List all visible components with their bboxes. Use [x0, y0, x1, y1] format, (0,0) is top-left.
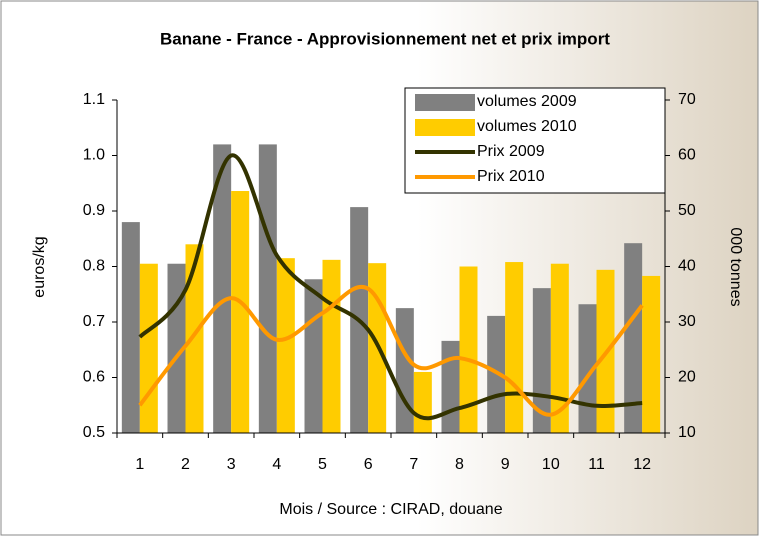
- bar: [642, 275, 661, 433]
- y-tick-label: 0.8: [83, 258, 105, 275]
- bar: [304, 279, 323, 433]
- bar: [505, 262, 524, 433]
- line: [138, 284, 644, 417]
- x-axis-label: Mois / Source : CIRAD, douane: [279, 501, 502, 518]
- x-tick-label: 11: [588, 456, 605, 473]
- x-tick-label: 8: [455, 456, 464, 473]
- bar: [624, 243, 643, 433]
- y2-tick-label: 40: [678, 258, 696, 275]
- x-tick-label: 1: [135, 456, 144, 473]
- y-tick-label: 1.0: [83, 147, 105, 164]
- bar: [185, 244, 204, 433]
- y-axis-label: euros/kg: [31, 236, 48, 297]
- bar: [139, 263, 158, 433]
- y2-tick-label: 30: [678, 313, 696, 330]
- x-tick-label: 3: [227, 456, 236, 473]
- x-tick-label: 7: [409, 456, 418, 473]
- bar: [231, 191, 250, 433]
- y-tick-label: 0.5: [83, 424, 105, 441]
- bar: [121, 222, 140, 433]
- x-tick-label: 2: [181, 456, 190, 473]
- x-tick-label: 10: [542, 456, 560, 473]
- bar: [413, 371, 432, 433]
- chart-title: Banane - France - Approvisionnement net …: [160, 29, 610, 48]
- bar: [258, 144, 277, 433]
- y2-tick-label: 50: [678, 202, 696, 219]
- legend-label: volumes 2010: [477, 118, 577, 135]
- bar: [276, 258, 295, 433]
- legend-swatch: [415, 94, 475, 111]
- y2-tick-label: 10: [678, 424, 696, 441]
- x-tick-label: 12: [633, 456, 651, 473]
- legend-label: volumes 2009: [477, 93, 577, 110]
- x-tick-label: 9: [501, 456, 510, 473]
- bar: [578, 304, 597, 433]
- y2-tick-label: 20: [678, 369, 696, 386]
- bar: [459, 266, 478, 433]
- y-tick-label: 0.9: [83, 202, 105, 219]
- legend-label: Prix 2010: [477, 168, 545, 185]
- bar: [395, 308, 414, 433]
- y-tick-label: 0.6: [83, 369, 105, 386]
- x-tick-label: 4: [272, 456, 281, 473]
- y2-tick-label: 60: [678, 147, 696, 164]
- y-tick-label: 1.1: [83, 91, 105, 108]
- x-tick-label: 5: [318, 456, 327, 473]
- bar: [550, 263, 569, 433]
- y2-tick-label: 70: [678, 91, 696, 108]
- legend-swatch: [415, 119, 475, 136]
- y2-axis-label: 000 tonnes: [727, 227, 744, 306]
- bar: [167, 263, 186, 433]
- bar: [322, 259, 341, 433]
- bar: [213, 144, 232, 433]
- y-tick-label: 0.7: [83, 313, 105, 330]
- bar: [441, 340, 460, 433]
- legend-label: Prix 2009: [477, 143, 545, 160]
- line: [138, 153, 643, 421]
- x-tick-label: 6: [364, 456, 373, 473]
